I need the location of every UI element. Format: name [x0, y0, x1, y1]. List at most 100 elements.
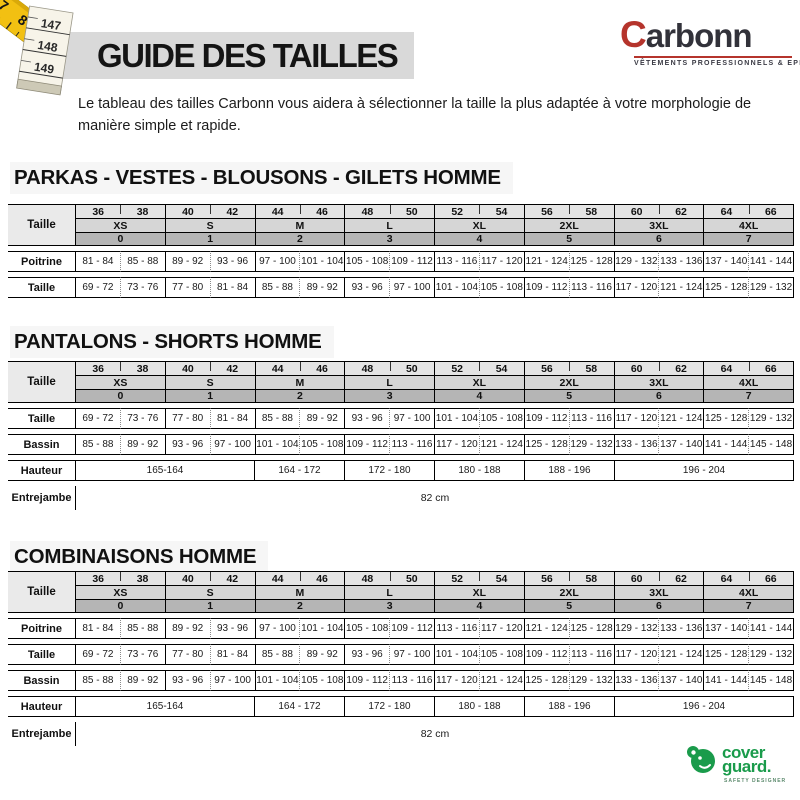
size-letter-header: S [164, 219, 255, 232]
title-banner: GUIDE DES TAILLES [55, 32, 414, 79]
measure-cell: 93 - 96 [344, 277, 390, 298]
table-row: Bassin 85 - 88 89 - 92 93 - 96 97 - 100 101 -… [8, 434, 794, 455]
measure-cell: 117 - 120 [434, 434, 479, 455]
size-code-header: 1 [164, 233, 255, 245]
measure-cell: 129 - 132 [613, 251, 659, 272]
measure-cell: 141 - 144 [703, 670, 749, 691]
size-col-header: 60 [613, 362, 659, 375]
measure-cell: 117 - 120 [613, 277, 659, 298]
measure-cell: 73 - 76 [119, 644, 165, 665]
measure-cell: 81 - 84 [209, 644, 255, 665]
table-row: Hauteur 165-164 164 - 172 172 - 180 180 - 18… [8, 696, 794, 717]
coverguard-bear-icon [687, 746, 715, 773]
size-header-rows: 36 38 40 42 44 46 48 50 52 54 56 58 60 62 64 66 XS S M L XL 2… [76, 571, 794, 613]
table-row: Taille 69 - 72 73 - 76 77 - 80 81 - 84 85 - 8… [8, 644, 794, 665]
measure-cell: 85 - 88 [119, 618, 165, 639]
size-letter-header: 4XL [703, 586, 793, 599]
measure-cell: 113 - 116 [568, 408, 614, 429]
measure-cell: 89 - 92 [299, 644, 345, 665]
measure-cell: 125 - 128 [703, 408, 749, 429]
measure-cell: 89 - 92 [119, 434, 165, 455]
size-col-header: 54 [479, 205, 524, 218]
measure-span-cell: 188 - 196 [524, 460, 614, 481]
measure-cell: 85 - 88 [76, 670, 120, 691]
size-col-header: 62 [658, 205, 704, 218]
measure-cell: 93 - 96 [164, 670, 210, 691]
size-letter-header: L [344, 376, 434, 389]
size-code-header: 1 [164, 390, 255, 402]
measure-cell: 117 - 120 [478, 618, 524, 639]
size-col-header: 64 [703, 205, 748, 218]
measure-cell: 97 - 100 [389, 277, 434, 298]
size-letter-header: XL [434, 376, 524, 389]
size-col-header: 64 [703, 572, 748, 585]
size-table-header: Taille 36 38 40 42 44 46 48 50 52 54 56 58 60 62 64 66 XS… [8, 204, 794, 246]
measure-cell: 133 - 136 [613, 434, 659, 455]
measure-cell: 109 - 112 [523, 644, 569, 665]
measure-cell: 121 - 124 [523, 251, 569, 272]
measure-cell: 113 - 116 [389, 670, 434, 691]
carbonn-rest: arbonn [645, 17, 753, 54]
measure-cell: 85 - 88 [76, 434, 120, 455]
size-col-header: 36 [92, 205, 105, 218]
size-table-header: Taille 36 38 40 42 44 46 48 50 52 54 56 58 60 62 64 66 XS… [8, 361, 794, 403]
size-letter-header: 4XL [703, 219, 793, 232]
measure-cell: 105 - 108 [478, 408, 524, 429]
measure-cell: 101 - 104 [434, 277, 479, 298]
measure-cell: 97 - 100 [389, 408, 434, 429]
measure-cell: 121 - 124 [523, 618, 569, 639]
size-code-header: 5 [523, 390, 614, 402]
row-label: Bassin [8, 434, 76, 455]
tape-number: 149 [33, 60, 55, 77]
measure-span-cell: 82 cm [420, 728, 450, 740]
size-col-header: 66 [748, 572, 793, 585]
size-col-header: 38 [120, 572, 165, 585]
size-letter-header: S [164, 376, 255, 389]
size-code-header: 3 [344, 390, 434, 402]
measure-cell: 77 - 80 [164, 277, 210, 298]
measure-cell: 141 - 144 [748, 251, 794, 272]
measure-cell: 101 - 104 [254, 670, 300, 691]
size-col-header: 50 [389, 205, 434, 218]
measure-cell: 73 - 76 [119, 408, 165, 429]
measure-cell: 81 - 84 [76, 618, 120, 639]
coverguard-tagline: SAFETY DESIGNER [724, 778, 787, 784]
row-label: Bassin [8, 670, 76, 691]
size-col-header: 36 [92, 572, 105, 585]
measure-span-cell: 165-164 [76, 696, 254, 717]
size-code-header: 5 [523, 233, 614, 245]
size-letter-header: M [254, 219, 345, 232]
size-code-header: 2 [254, 233, 345, 245]
table-row: Hauteur 165-164 164 - 172 172 - 180 180 - 18… [8, 460, 794, 481]
size-col-header: 54 [479, 362, 524, 375]
size-col-header: 64 [703, 362, 748, 375]
size-header-label: Taille [8, 204, 76, 246]
measure-cell: 69 - 72 [76, 277, 120, 298]
size-code-header: 1 [164, 600, 255, 612]
measure-span-cell: 82 cm [420, 492, 450, 504]
measure-cell: 125 - 128 [703, 277, 749, 298]
measure-cell: 89 - 92 [119, 670, 165, 691]
measure-cell: 81 - 84 [76, 251, 120, 272]
measure-cell: 129 - 132 [748, 277, 794, 298]
table-row: Taille 69 - 72 73 - 76 77 - 80 81 - 84 85 - 8… [8, 277, 794, 298]
size-code-header: 6 [613, 600, 704, 612]
measure-cell: 133 - 136 [613, 670, 659, 691]
size-col-header: 46 [299, 572, 345, 585]
size-letter-header: L [344, 219, 434, 232]
size-col-header: 58 [569, 572, 614, 585]
size-col-header: 40 [164, 205, 210, 218]
carbonn-wordmark: Carbonn [620, 16, 792, 53]
measure-span-cell: 165-164 [76, 460, 254, 481]
size-col-header: 42 [210, 362, 255, 375]
size-letter-header: 3XL [613, 376, 704, 389]
size-letter-header: XS [113, 586, 128, 599]
measure-cell: 85 - 88 [254, 408, 300, 429]
measure-cell: 73 - 76 [119, 277, 165, 298]
row-label: Taille [8, 408, 76, 429]
measure-cell: 105 - 108 [344, 251, 390, 272]
measure-cell: 129 - 132 [748, 408, 794, 429]
row-label: Hauteur [8, 460, 76, 481]
